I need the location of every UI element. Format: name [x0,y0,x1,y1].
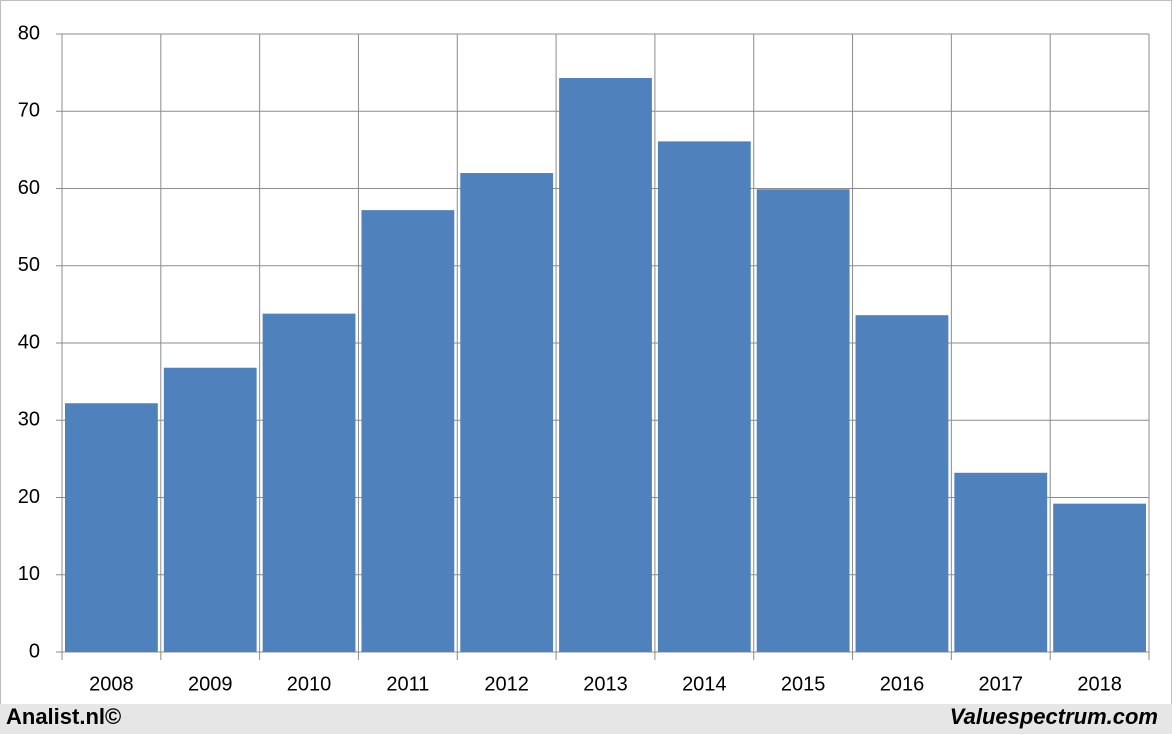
x-tick-label: 2008 [89,673,134,695]
bar [262,313,356,652]
x-tick-label: 2010 [287,673,332,695]
x-tick-label: 2016 [880,673,925,695]
x-tick-label: 2015 [781,673,826,695]
bar [1053,503,1146,652]
y-tick-label: 30 [18,409,40,431]
bar [65,403,158,652]
x-tick-label: 2017 [979,673,1024,695]
x-tick-label: 2018 [1077,673,1122,695]
x-tick-label: 2013 [583,673,628,695]
x-tick-label: 2009 [188,673,233,695]
x-tick-label: 2014 [682,673,727,695]
y-tick-label: 10 [18,563,40,585]
footer-right: Valuespectrum.com [950,704,1158,729]
y-tick-label: 80 [18,22,40,44]
bar [954,472,1048,652]
bar [756,189,850,652]
x-tick-label: 2011 [386,673,429,695]
y-tick-label: 40 [18,331,40,353]
bar [855,315,949,652]
y-tick-label: 0 [29,640,40,662]
bar [163,367,257,652]
footer-band [0,704,1172,734]
y-tick-label: 50 [18,254,40,276]
y-tick-label: 60 [18,177,40,199]
x-tick-label: 2012 [484,673,529,695]
bar [460,173,554,653]
footer-left: Analist.nl© [6,704,121,729]
y-tick-label: 20 [18,486,40,508]
bar [657,141,751,652]
bar [559,78,652,653]
bar [361,210,455,652]
y-tick-label: 70 [18,100,40,122]
